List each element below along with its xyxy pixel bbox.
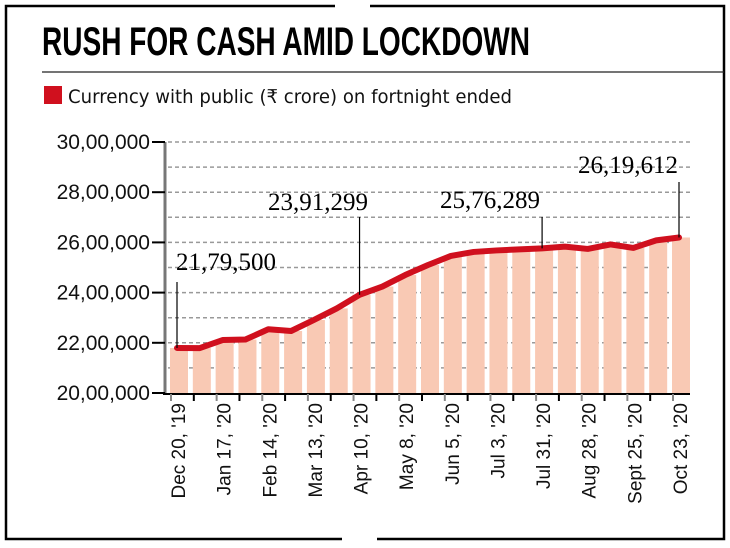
x-tick-label: Feb 14, '20: [260, 403, 281, 497]
data-label: 21,79,500: [176, 249, 276, 276]
bar: [512, 249, 531, 393]
bar: [261, 329, 280, 393]
y-tick-label: 20,00,000: [57, 382, 150, 405]
x-tick-label: May 8, '20: [397, 403, 418, 490]
data-label: 25,76,289: [440, 187, 540, 214]
bar: [398, 275, 417, 393]
bar: [192, 348, 211, 393]
y-tick-label: 22,00,000: [57, 332, 150, 355]
bar: [421, 264, 439, 393]
x-tick-label: Jun 5, '20: [443, 403, 464, 485]
bar: [489, 250, 508, 393]
bar: [466, 251, 485, 393]
x-tick-label: Jul 3, '20: [488, 403, 509, 478]
bar: [603, 244, 622, 393]
bar: [649, 240, 668, 393]
y-tick-label: 30,00,000: [57, 131, 150, 154]
bar: [375, 286, 394, 393]
series-line: [174, 234, 682, 352]
x-tick-label: Jul 31, '20: [534, 403, 555, 489]
x-tick-label: Dec 20, '19: [169, 403, 190, 499]
bar: [443, 255, 462, 393]
bar: [238, 339, 257, 393]
y-tick-label: 24,00,000: [57, 282, 150, 305]
bar: [170, 347, 188, 393]
bar: [215, 340, 234, 393]
bar: [672, 237, 690, 393]
y-tick-label: 28,00,000: [57, 181, 150, 204]
frame-left: [4, 4, 342, 541]
bar: [557, 246, 576, 393]
bar: [329, 308, 348, 393]
chart-title: RUSH FOR CASH AMID LOCKDOWN: [42, 20, 530, 64]
x-tick-label: Mar 13, '20: [306, 403, 327, 497]
x-tick-label: Jan 17, '20: [215, 403, 236, 495]
x-tick-label: Apr 10, '20: [352, 403, 373, 494]
y-tick-label: 26,00,000: [57, 231, 150, 254]
x-tick-label: Oct 23, '20: [671, 403, 692, 494]
frame: [4, 4, 726, 541]
bar: [626, 247, 645, 393]
legend-label: Currency with public (₹ crore) on fortni…: [68, 86, 512, 108]
legend-swatch: [44, 86, 62, 104]
bar: [284, 331, 303, 393]
bar: [580, 248, 599, 393]
bar: [306, 319, 325, 393]
frame-right: [370, 4, 726, 541]
data-label: 23,91,299: [268, 189, 368, 216]
data-label: 26,19,612: [578, 152, 678, 179]
bar: [535, 248, 554, 393]
bar: [352, 294, 371, 393]
x-tick-label: Sept 25, '20: [625, 403, 646, 504]
x-tick-label: Aug 28, '20: [580, 403, 601, 499]
